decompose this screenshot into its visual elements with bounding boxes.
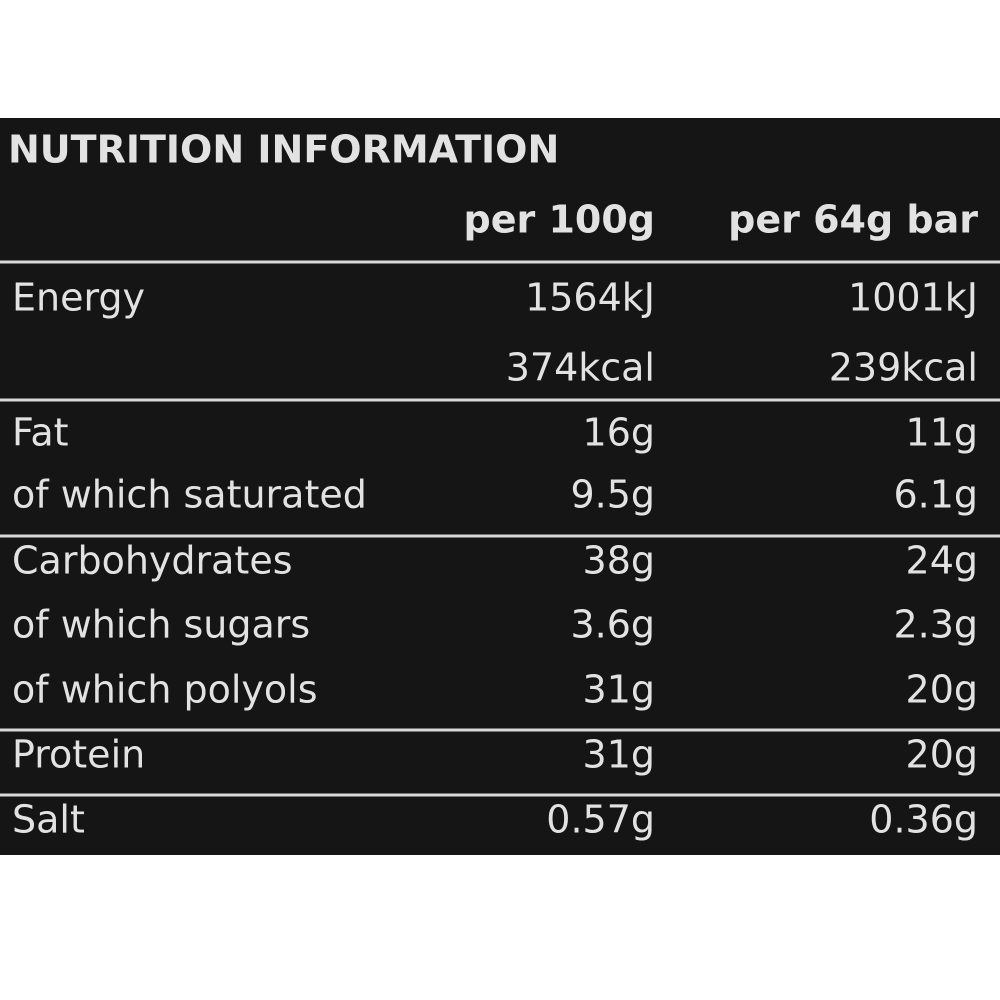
cell: 3.6g	[570, 603, 655, 647]
row-label: of which sugars	[12, 603, 310, 647]
cell: 38g	[583, 539, 655, 583]
cell: 31g	[583, 733, 655, 777]
column-header: per 64g bar	[728, 198, 978, 242]
cell: 1001kJ	[848, 276, 978, 320]
cell: 2.3g	[893, 603, 978, 647]
cell: 1564kJ	[525, 276, 655, 320]
cell: 20g	[906, 668, 978, 712]
cell: 11g	[906, 411, 978, 455]
cell: 16g	[583, 411, 655, 455]
cell: 24g	[906, 539, 978, 583]
cell: 374kcal	[506, 346, 655, 390]
row-label: of which saturated	[12, 473, 367, 517]
row-label: of which polyols	[12, 668, 318, 712]
cell: 0.36g	[869, 798, 978, 842]
cell: 9.5g	[570, 473, 655, 517]
cell: 20g	[906, 733, 978, 777]
cell: 239kcal	[829, 346, 978, 390]
row-label: Energy	[12, 276, 145, 320]
panel	[0, 118, 1000, 855]
row-label: Carbohydrates	[12, 539, 293, 583]
row-label: Protein	[12, 733, 145, 777]
cell: 31g	[583, 668, 655, 712]
row-label: Salt	[12, 798, 85, 842]
row-label: Fat	[12, 411, 69, 455]
cell: 6.1g	[893, 473, 978, 517]
column-header: per 100g	[464, 198, 655, 242]
cell: 0.57g	[546, 798, 655, 842]
title: NUTRITION INFORMATION	[8, 128, 559, 172]
